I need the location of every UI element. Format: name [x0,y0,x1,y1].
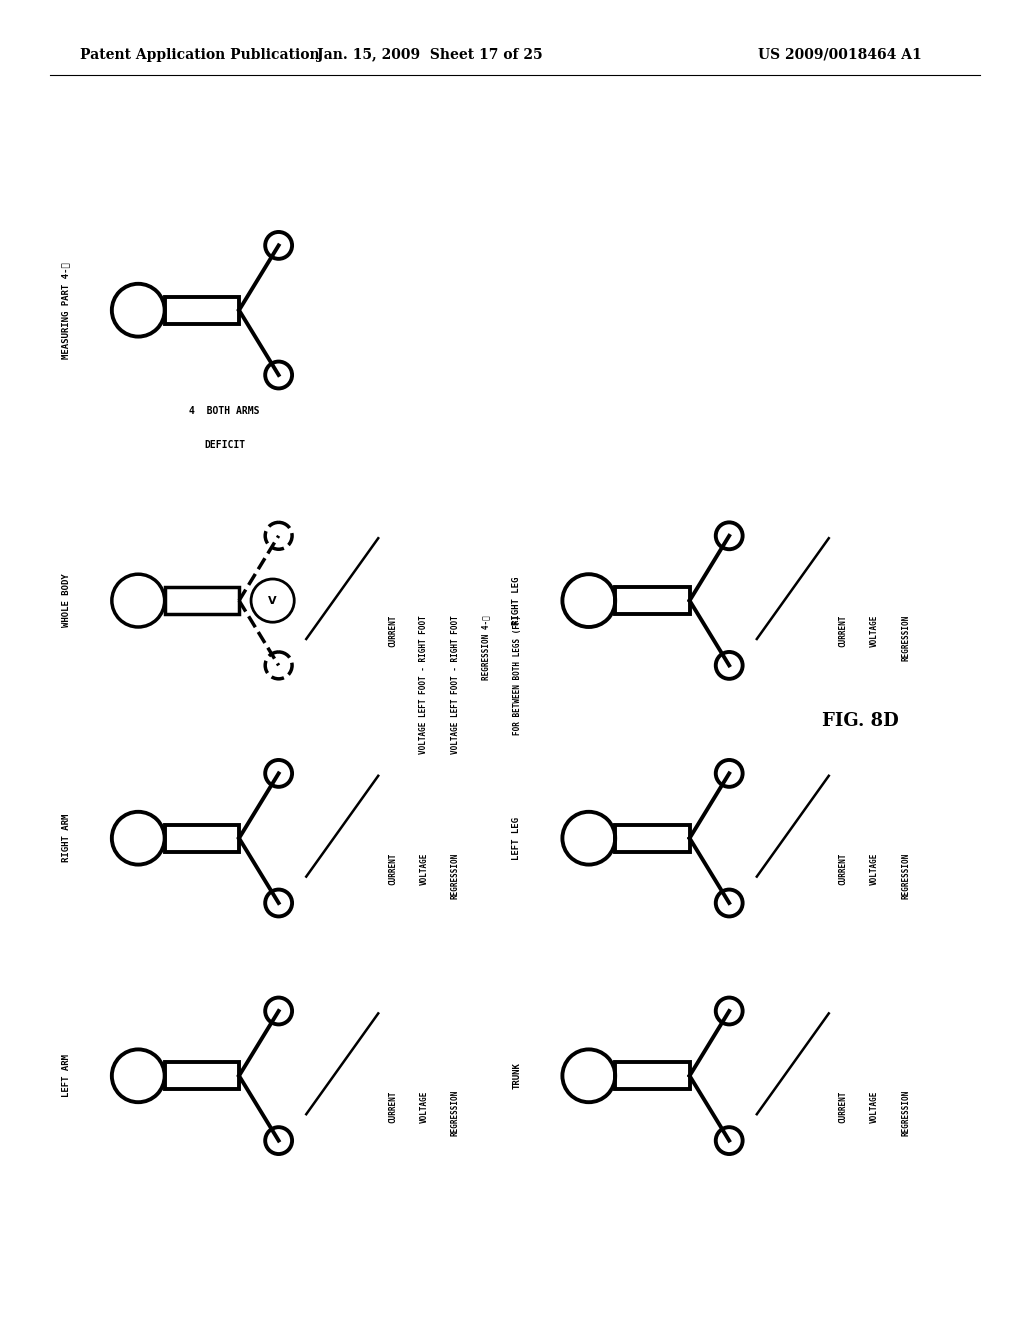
Text: FIG. 8D: FIG. 8D [821,711,898,730]
Text: VOLTAGE: VOLTAGE [420,1090,428,1122]
Text: TRUNK: TRUNK [512,1063,521,1089]
Text: REGRESSION 4-①: REGRESSION 4-① [481,615,490,680]
Text: CURRENT: CURRENT [388,853,397,884]
Text: REGRESSION: REGRESSION [901,615,910,661]
Text: VOLTAGE: VOLTAGE [870,615,879,647]
Text: VOLTAGE: VOLTAGE [870,853,879,884]
Text: LEFT LEG: LEFT LEG [512,817,521,859]
Text: V: V [268,595,276,606]
Text: REGRESSION: REGRESSION [451,1090,460,1137]
Text: RIGHT LEG: RIGHT LEG [512,577,521,624]
Circle shape [251,579,294,622]
Text: CURRENT: CURRENT [388,615,397,647]
Text: RIGHT ARM: RIGHT ARM [61,814,71,862]
Text: VOLTAGE: VOLTAGE [870,1090,879,1122]
Text: CURRENT: CURRENT [388,1090,397,1122]
Text: DEFICIT: DEFICIT [204,440,245,450]
Text: WHOLE BODY: WHOLE BODY [61,574,71,627]
Text: CURRENT: CURRENT [839,615,848,647]
Text: LEFT ARM: LEFT ARM [61,1055,71,1097]
Text: CURRENT: CURRENT [839,1090,848,1122]
Text: REGRESSION: REGRESSION [451,853,460,899]
Text: REGRESSION: REGRESSION [901,1090,910,1137]
Text: MEASURING PART 4-①: MEASURING PART 4-① [61,261,71,359]
Text: VOLTAGE: VOLTAGE [420,853,428,884]
Text: REGRESSION: REGRESSION [901,853,910,899]
Text: 4  BOTH ARMS: 4 BOTH ARMS [189,407,260,416]
Text: VOLTAGE LEFT FOOT - RIGHT FOOT: VOLTAGE LEFT FOOT - RIGHT FOOT [420,615,428,754]
Text: Patent Application Publication: Patent Application Publication [80,48,319,62]
Text: Jan. 15, 2009  Sheet 17 of 25: Jan. 15, 2009 Sheet 17 of 25 [317,48,543,62]
Text: US 2009/0018464 A1: US 2009/0018464 A1 [758,48,922,62]
Text: VOLTAGE LEFT FOOT - RIGHT FOOT: VOLTAGE LEFT FOOT - RIGHT FOOT [451,615,460,754]
Text: CURRENT: CURRENT [839,853,848,884]
Text: FOR BETWEEN BOTH LEGS (FF): FOR BETWEEN BOTH LEGS (FF) [513,615,522,735]
